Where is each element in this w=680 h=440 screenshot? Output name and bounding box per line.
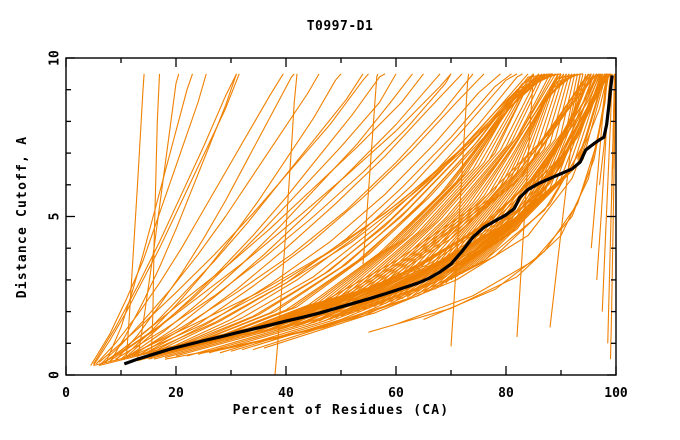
x-tick-label: 20: [168, 386, 184, 401]
x-tick-label: 100: [604, 386, 628, 401]
x-tick-label: 60: [388, 386, 404, 401]
x-tick-label: 40: [278, 386, 294, 401]
y-tick-label: 5: [48, 213, 63, 221]
axes-layer: [65, 57, 617, 376]
x-tick-label: 0: [62, 386, 70, 401]
y-tick-label: 10: [48, 50, 63, 66]
data-curves-layer: [90, 73, 616, 375]
chart-title: T0997-D1: [307, 19, 374, 34]
tick-labels-layer: 0 20 40 60 80 100 0 5 10: [48, 50, 628, 401]
y-tick-label: 0: [48, 371, 63, 379]
x-tick-label: 80: [498, 386, 514, 401]
y-axis-label: Distance Cutoff, A: [15, 136, 30, 298]
x-axis-label: Percent of Residues (CA): [233, 403, 450, 418]
